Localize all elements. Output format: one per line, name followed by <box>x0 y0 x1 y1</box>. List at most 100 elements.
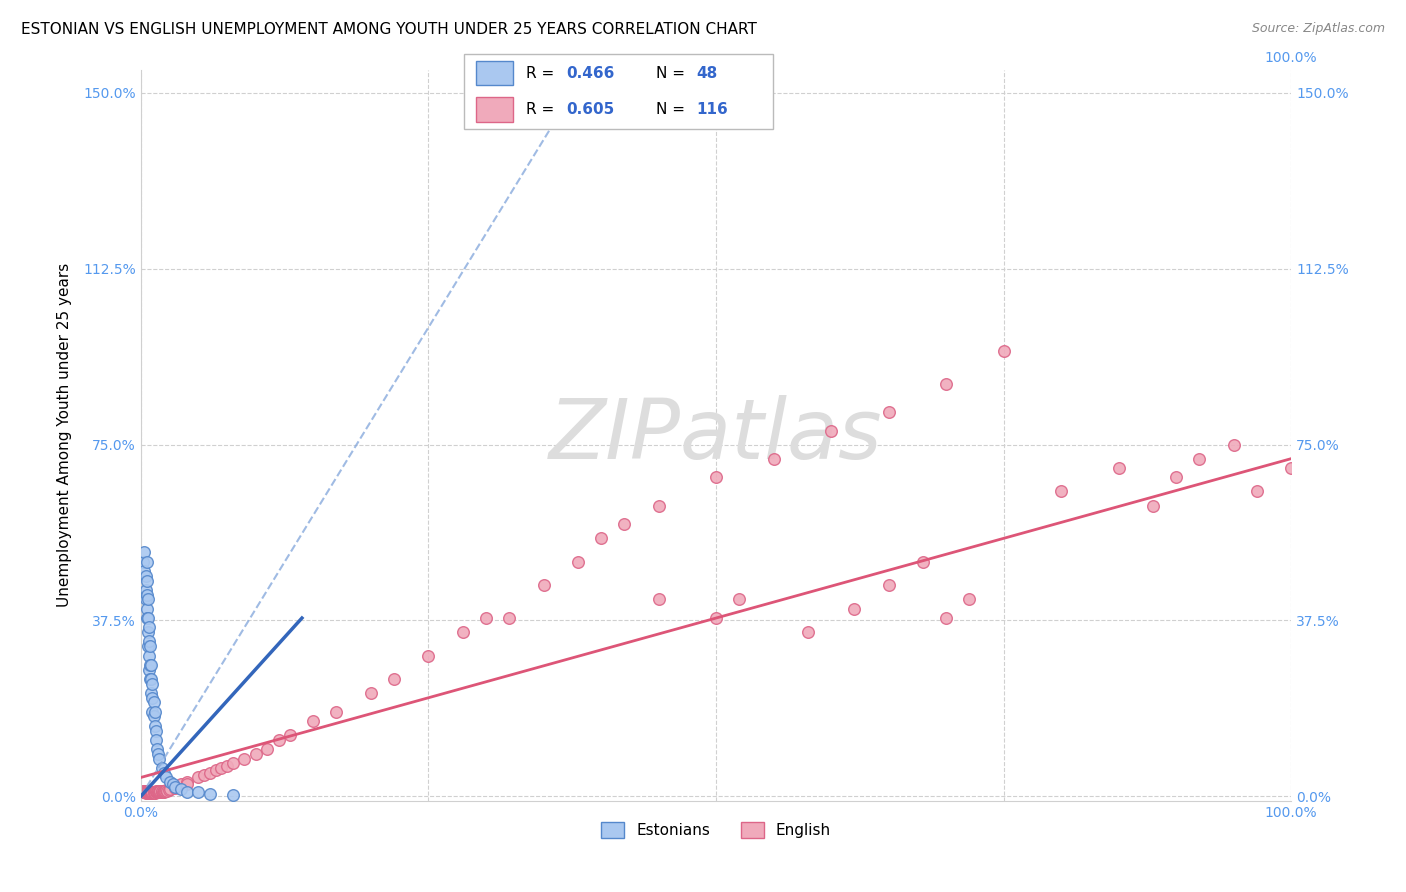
Point <box>877 405 900 419</box>
Point <box>146 784 169 798</box>
Point <box>136 625 159 640</box>
Point <box>141 690 163 705</box>
Point <box>139 672 162 686</box>
Point <box>141 785 163 799</box>
Point <box>139 784 162 798</box>
Text: ZIPatlas: ZIPatlas <box>550 395 883 475</box>
Y-axis label: Unemployment Among Youth under 25 years: Unemployment Among Youth under 25 years <box>58 263 72 607</box>
FancyBboxPatch shape <box>464 54 773 129</box>
Point <box>141 785 163 799</box>
Point <box>704 470 727 484</box>
Point <box>141 785 163 799</box>
Point <box>176 777 198 791</box>
Point <box>267 733 290 747</box>
Point <box>153 784 176 798</box>
Point <box>209 761 232 775</box>
Point <box>142 695 165 709</box>
Point <box>233 752 256 766</box>
Point <box>842 601 865 615</box>
Point <box>134 785 156 799</box>
Point <box>138 784 160 798</box>
Point <box>142 786 165 800</box>
Point <box>176 784 198 798</box>
Point <box>138 648 160 663</box>
Point <box>165 780 187 794</box>
Point <box>498 611 520 625</box>
FancyBboxPatch shape <box>477 62 513 86</box>
Point <box>134 783 156 797</box>
Point <box>193 768 215 782</box>
Point <box>325 705 347 719</box>
Point <box>134 783 156 797</box>
Point <box>149 784 172 798</box>
Point <box>138 786 160 800</box>
Point <box>159 775 181 789</box>
Point <box>170 782 193 797</box>
Point <box>589 532 612 546</box>
Point <box>1050 484 1073 499</box>
Point <box>141 786 163 800</box>
Point <box>150 783 173 797</box>
Point <box>146 785 169 799</box>
Point <box>159 782 181 797</box>
Point <box>150 761 173 775</box>
Point <box>142 785 165 799</box>
Point <box>145 784 167 798</box>
Point <box>149 785 172 799</box>
Point <box>136 784 159 798</box>
Point <box>136 785 159 799</box>
Point <box>135 785 157 799</box>
Point <box>1279 461 1302 475</box>
Point <box>138 634 160 648</box>
Point <box>139 657 162 672</box>
Point <box>1166 470 1188 484</box>
Point <box>146 747 169 761</box>
Point <box>198 765 221 780</box>
Point <box>139 639 162 653</box>
Point <box>135 784 157 798</box>
Point <box>134 784 156 798</box>
Point <box>138 785 160 799</box>
Point <box>135 784 157 798</box>
Point <box>162 777 184 791</box>
Point <box>187 771 209 785</box>
Point <box>647 499 669 513</box>
Point <box>1108 461 1130 475</box>
Text: R =: R = <box>526 102 560 117</box>
Point <box>156 783 179 797</box>
Point <box>139 786 162 800</box>
Point <box>141 786 163 800</box>
Legend: Estonians, English: Estonians, English <box>595 816 837 845</box>
Point <box>134 785 156 799</box>
Point <box>360 686 382 700</box>
Point <box>145 785 167 799</box>
Point <box>134 582 156 597</box>
Point <box>145 723 167 738</box>
Point <box>187 785 209 799</box>
Point <box>155 783 177 797</box>
Point <box>148 752 170 766</box>
Point <box>134 564 156 578</box>
Point <box>136 639 159 653</box>
Point <box>382 672 405 686</box>
Point <box>533 578 555 592</box>
Point <box>143 705 166 719</box>
Point <box>141 676 163 690</box>
Point <box>141 657 163 672</box>
Point <box>222 756 245 771</box>
Point <box>157 782 180 797</box>
Point <box>245 747 267 761</box>
Point <box>957 592 980 607</box>
Point <box>146 742 169 756</box>
Point <box>935 611 957 625</box>
Point <box>139 785 162 799</box>
Point <box>280 728 302 742</box>
Point <box>134 784 156 798</box>
Point <box>146 785 169 799</box>
Point <box>135 785 157 799</box>
Text: N =: N = <box>655 66 689 81</box>
Point <box>134 592 156 607</box>
Point <box>132 785 155 799</box>
Point <box>204 764 226 778</box>
Point <box>912 555 935 569</box>
